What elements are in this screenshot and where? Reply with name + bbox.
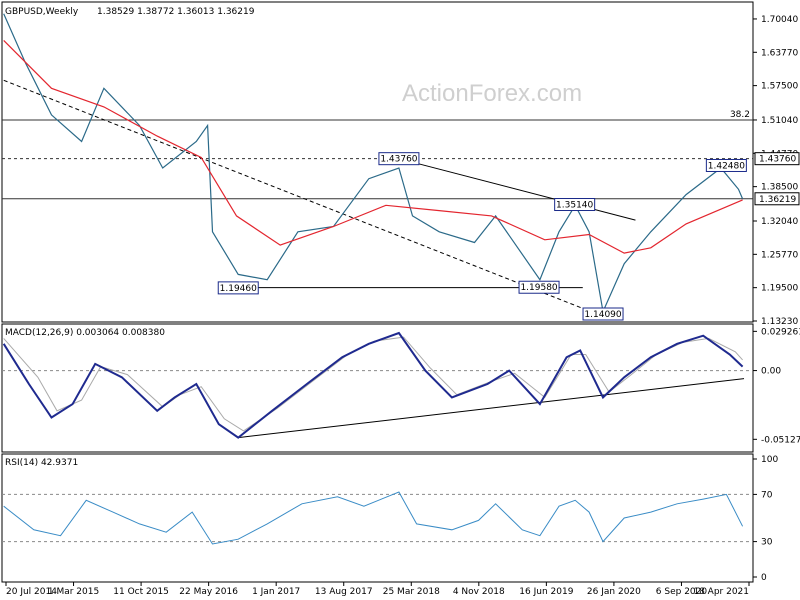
macd-tick-label: 0.00 — [761, 367, 781, 377]
moving-average-line — [3, 39, 743, 254]
price-panel — [1, 1, 754, 323]
macd-signal-line — [3, 336, 743, 432]
time-tick-label: 25 Mar 2018 — [383, 587, 440, 597]
price-tick-label: 1.25770 — [761, 250, 798, 260]
rsi-tick-label: 70 — [761, 490, 773, 500]
time-tick-label: 13 Aug 2017 — [315, 587, 373, 597]
trend-line — [398, 158, 636, 221]
price-tick-label: 1.57500 — [761, 82, 798, 92]
trend-line — [3, 79, 604, 317]
right-value-label: 1.36219 — [759, 195, 796, 205]
rsi-line — [3, 491, 744, 545]
right-value-box — [754, 192, 800, 206]
price-annotation-label: 1.43760 — [380, 155, 417, 165]
price-tick-label: 1.70040 — [761, 15, 798, 25]
right-value-box — [754, 152, 800, 166]
time-tick-label: 4 Nov 2018 — [453, 587, 505, 597]
rsi-panel — [1, 453, 754, 583]
macd-panel-title: MACD(12,26,9) 0.003064 0.008380 — [5, 328, 165, 338]
price-annotation-label: 1.42480 — [708, 161, 745, 171]
time-tick-label: 1 Mar 2015 — [48, 587, 99, 597]
time-tick-label: 20 Jul 2014 — [6, 587, 57, 597]
price-annotation-box — [378, 152, 420, 166]
rsi-tick-label: 30 — [761, 538, 773, 548]
rsi-panel-title: RSI(14) 42.9371 — [5, 458, 78, 468]
time-tick-label: 22 May 2016 — [179, 587, 238, 597]
rsi-tick-label: 100 — [761, 455, 778, 465]
price-tick-label: 1.51040 — [761, 116, 798, 126]
rsi-axis: 100 70 30 0 — [2, 455, 778, 583]
time-tick-label: 16 Jun 2019 — [519, 587, 573, 597]
price-annotation-label: 1.35140 — [556, 201, 593, 211]
macd-trend-line — [238, 378, 745, 439]
macd-panel — [1, 323, 754, 453]
price-tick-label: 1.19500 — [761, 284, 798, 294]
price-annotation-label: 1.14090 — [584, 310, 621, 320]
rsi-tick-label: 0 — [761, 573, 767, 583]
time-tick-label: 6 Sep 2020 — [656, 587, 708, 597]
price-series-line — [3, 13, 744, 314]
price-annotations: 1.43760 1.42480 1.35140 1.19460 1.19580 1.140… — [217, 152, 800, 321]
price-tick-label: 1.13230 — [761, 317, 798, 327]
ohlc-values: 1.38529 1.38772 1.36013 1.36219 — [97, 7, 255, 17]
price-annotation-box — [217, 281, 259, 295]
time-tick-label: 18 Apr 2021 — [693, 587, 749, 597]
macd-tick-label: -0.051279 — [761, 435, 800, 445]
price-tick-label: 1.63770 — [761, 48, 798, 58]
time-tick-label: 11 Oct 2015 — [113, 587, 169, 597]
time-tick-label: 26 Jan 2020 — [587, 587, 641, 597]
price-annotation-box — [554, 198, 596, 212]
fib-level-label: 38.2 — [730, 110, 750, 120]
price-panel-title: GBPUSD,Weekly — [5, 7, 79, 17]
macd-axis: 0.029261 0.00 -0.051279 — [2, 327, 800, 445]
price-annotation-box — [518, 280, 560, 294]
time-tick-label: 1 Jan 2017 — [252, 587, 300, 597]
macd-trend-line-segment — [238, 378, 745, 439]
macd-main-line — [2, 331, 744, 439]
price-annotation-label: 1.19460 — [220, 284, 257, 294]
price-annotation-box — [582, 307, 624, 321]
macd-tick-label: 0.029261 — [761, 327, 800, 337]
watermark: ActionForex.com — [402, 80, 582, 107]
price-annotation-label: 1.19580 — [520, 283, 557, 293]
price-tick-label: 1.38500 — [761, 183, 798, 193]
price-tick-label: 1.32040 — [761, 217, 798, 227]
right-value-label: 1.43760 — [759, 155, 796, 165]
price-annotation-box — [705, 158, 747, 172]
